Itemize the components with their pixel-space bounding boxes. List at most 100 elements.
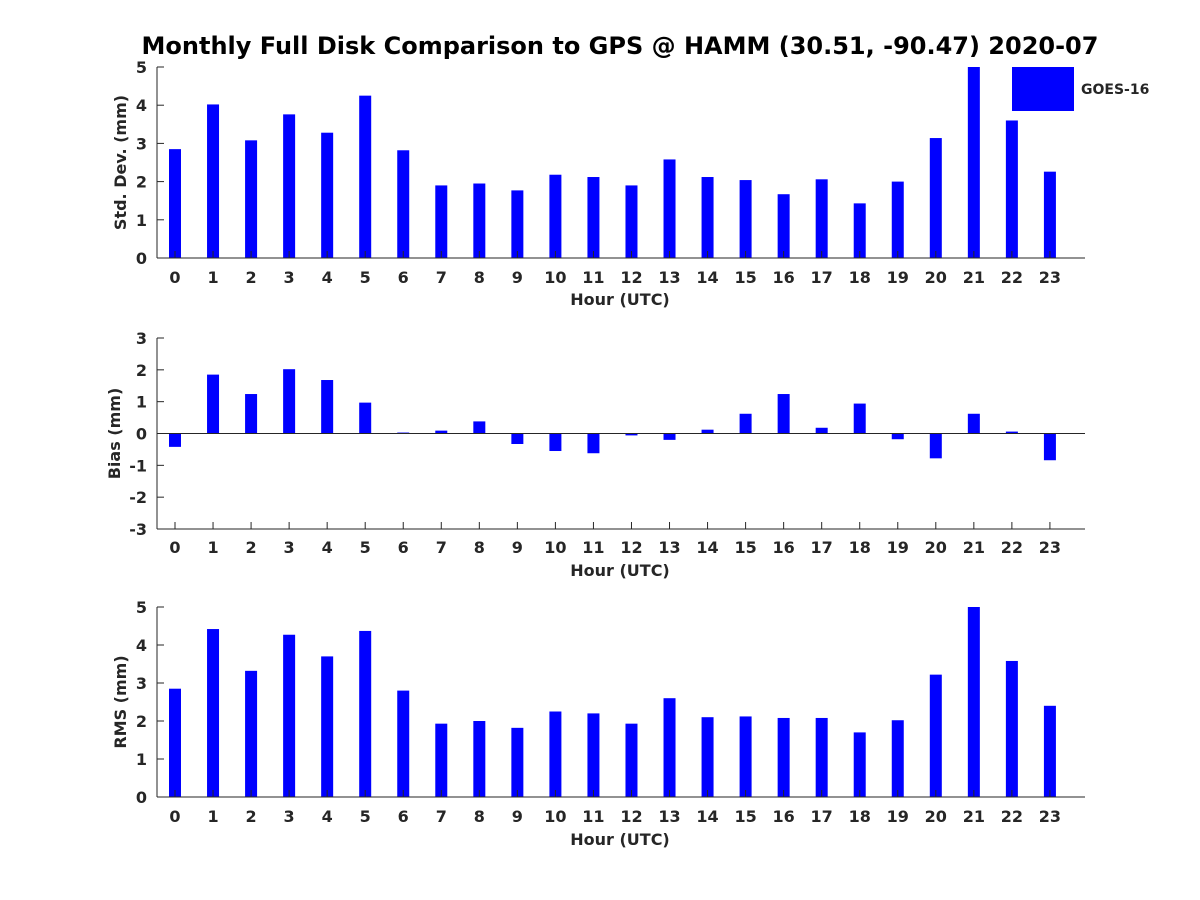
x-tick-label: 16	[773, 268, 795, 287]
bar	[207, 629, 220, 797]
y-tick-label: 5	[136, 58, 147, 77]
x-tick-label: 16	[773, 807, 795, 826]
x-tick-label: 10	[544, 807, 566, 826]
bar	[435, 430, 448, 434]
legend-swatch	[1012, 67, 1074, 111]
bar	[815, 179, 828, 258]
bar	[511, 727, 524, 797]
bar	[625, 185, 638, 258]
bar	[473, 421, 486, 434]
x-tick-label: 15	[734, 807, 756, 826]
bar	[891, 181, 904, 258]
x-tick-label: 11	[582, 268, 604, 287]
bar	[587, 433, 600, 454]
x-tick-label: 11	[582, 807, 604, 826]
x-axis-label: Hour (UTC)	[570, 561, 670, 580]
x-tick-label: 10	[544, 268, 566, 287]
x-tick-label: 2	[246, 538, 257, 557]
y-tick-label: 0	[136, 425, 147, 444]
x-tick-label: 19	[887, 268, 909, 287]
x-tick-label: 16	[773, 538, 795, 557]
bar	[853, 403, 866, 434]
x-tick-label: 1	[207, 538, 218, 557]
bar	[283, 114, 296, 259]
x-tick-label: 23	[1039, 268, 1061, 287]
x-tick-label: 19	[887, 807, 909, 826]
y-axis-label: RMS (mm)	[111, 655, 130, 748]
bar	[587, 177, 600, 258]
x-tick-label: 9	[512, 807, 523, 826]
bar	[245, 140, 258, 258]
bar	[929, 674, 942, 797]
y-tick-label: -3	[129, 520, 147, 539]
x-tick-label: 18	[849, 268, 871, 287]
figure-title: Monthly Full Disk Comparison to GPS @ HA…	[142, 32, 1099, 60]
bar	[473, 183, 486, 258]
x-tick-label: 20	[925, 807, 947, 826]
x-tick-label: 19	[887, 538, 909, 557]
x-tick-label: 0	[169, 807, 180, 826]
bar	[739, 716, 752, 797]
bar	[1043, 171, 1056, 258]
bar	[701, 177, 714, 258]
x-tick-label: 8	[474, 268, 485, 287]
bar	[967, 413, 980, 434]
y-tick-label: -1	[129, 456, 147, 475]
x-tick-label: 15	[734, 268, 756, 287]
x-tick-label: 13	[658, 807, 680, 826]
x-axis-label: Hour (UTC)	[570, 290, 670, 309]
x-tick-label: 17	[811, 538, 833, 557]
y-tick-label: 3	[136, 674, 147, 693]
x-tick-label: 1	[207, 268, 218, 287]
bar	[853, 203, 866, 258]
x-tick-label: 17	[811, 268, 833, 287]
bar	[435, 723, 448, 797]
x-tick-label: 4	[322, 538, 333, 557]
x-tick-label: 23	[1039, 538, 1061, 557]
bar	[511, 190, 524, 258]
bar	[929, 433, 942, 459]
x-tick-label: 13	[658, 268, 680, 287]
bar	[397, 150, 410, 258]
x-tick-label: 7	[436, 538, 447, 557]
bar	[321, 132, 334, 258]
bar	[321, 380, 334, 434]
x-tick-label: 9	[512, 268, 523, 287]
x-tick-label: 5	[360, 268, 371, 287]
x-tick-label: 14	[696, 807, 718, 826]
y-tick-label: 4	[136, 636, 147, 655]
x-tick-label: 22	[1001, 807, 1023, 826]
bar	[701, 717, 714, 797]
y-tick-label: 2	[136, 361, 147, 380]
x-tick-label: 10	[544, 538, 566, 557]
bar	[549, 174, 562, 258]
x-tick-label: 3	[284, 268, 295, 287]
bar	[359, 630, 372, 797]
x-tick-label: 4	[322, 807, 333, 826]
y-axis-label: Std. Dev. (mm)	[111, 95, 130, 230]
y-tick-label: 4	[136, 96, 147, 115]
x-tick-label: 23	[1039, 807, 1061, 826]
bar	[549, 711, 562, 797]
bar	[891, 433, 904, 440]
bar	[169, 433, 181, 447]
x-tick-label: 2	[246, 807, 257, 826]
y-tick-label: 3	[136, 329, 147, 348]
bar	[1005, 120, 1018, 258]
bar	[777, 717, 790, 797]
x-tick-label: 0	[169, 538, 180, 557]
y-tick-label: 2	[136, 173, 147, 192]
x-tick-label: 12	[620, 268, 642, 287]
x-tick-label: 18	[849, 807, 871, 826]
x-tick-label: 1	[207, 807, 218, 826]
bar	[815, 427, 828, 434]
x-tick-label: 21	[963, 807, 985, 826]
bar	[283, 634, 296, 797]
bar	[321, 656, 334, 797]
y-tick-label: 1	[136, 211, 147, 230]
bar	[663, 433, 676, 440]
x-tick-label: 18	[849, 538, 871, 557]
